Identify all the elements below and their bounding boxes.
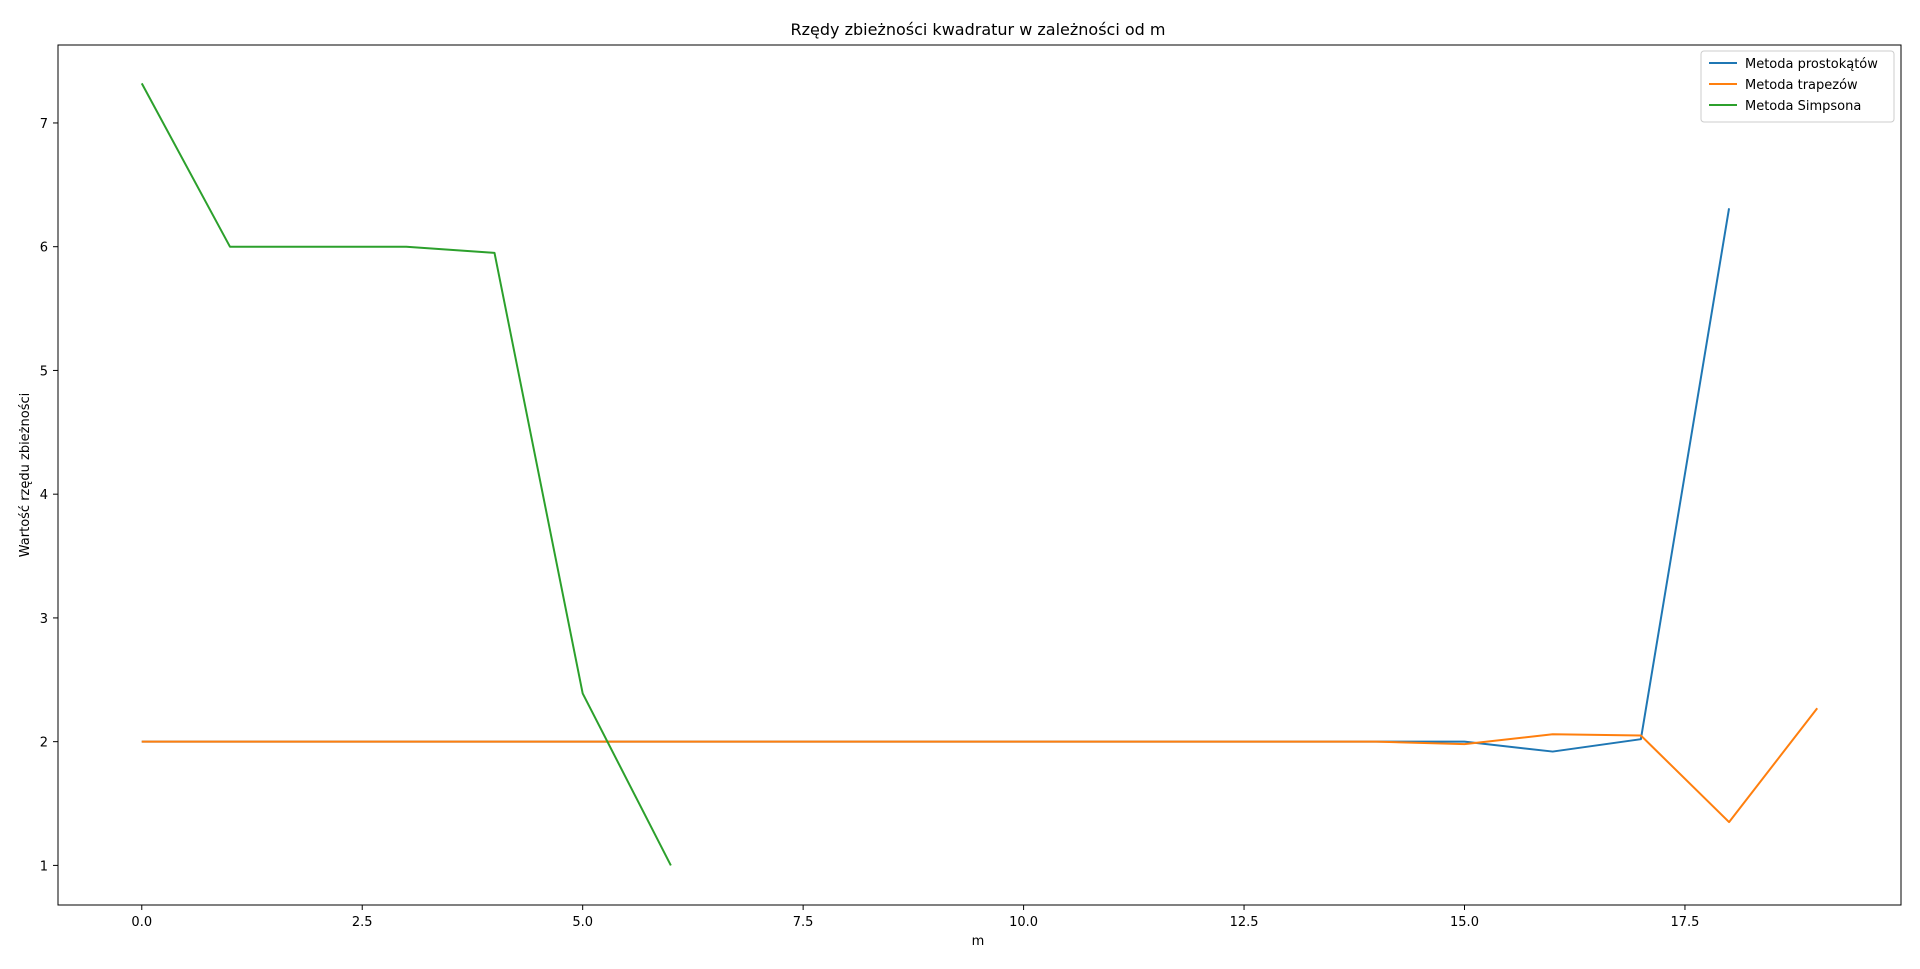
- y-tick-label: 2: [40, 736, 48, 751]
- x-tick-label: 2.5: [352, 915, 373, 930]
- chart-title: Rzędy zbieżności kwadratur w zależności …: [791, 20, 1166, 39]
- y-tick-label: 7: [40, 117, 48, 132]
- legend-label: Metoda prostokątów: [1745, 57, 1878, 72]
- x-tick-label: 17.5: [1670, 915, 1699, 930]
- series-line-1: [141, 208, 1731, 753]
- y-tick-label: 6: [40, 241, 48, 256]
- x-axis-label: m: [972, 934, 985, 949]
- x-tick-label: 0.0: [131, 915, 152, 930]
- legend-frame: [1700, 50, 1895, 123]
- legend-label: Metoda trapezów: [1745, 78, 1858, 93]
- x-tick-label: 5.0: [572, 915, 593, 930]
- y-tick-label: 1: [40, 859, 48, 874]
- legend: Metoda prostokątów Metoda trapezów Metoda …: [1700, 50, 1895, 123]
- x-tick-label: 15.0: [1450, 915, 1479, 930]
- legend-label: Metoda Simpsona: [1745, 99, 1861, 114]
- series-line-3: [140, 82, 672, 866]
- y-tick-label: 4: [40, 488, 48, 503]
- y-tick-label: 5: [40, 364, 48, 379]
- y-axis-label: Wartość rzędu zbieżności: [18, 393, 33, 557]
- axes-frame: [57, 44, 1902, 906]
- x-tick-label: 7.5: [793, 915, 814, 930]
- x-tick-label: 12.5: [1230, 915, 1259, 930]
- series-line-2: [141, 707, 1819, 824]
- x-tick-label: 10.0: [1009, 915, 1038, 930]
- plot-area: 0.0 2.5 5.0 7.5 10.0 12.5 15.0 17.5 1 2 3 4 5 6 7: [40, 44, 1902, 930]
- y-tick-label: 3: [40, 612, 48, 627]
